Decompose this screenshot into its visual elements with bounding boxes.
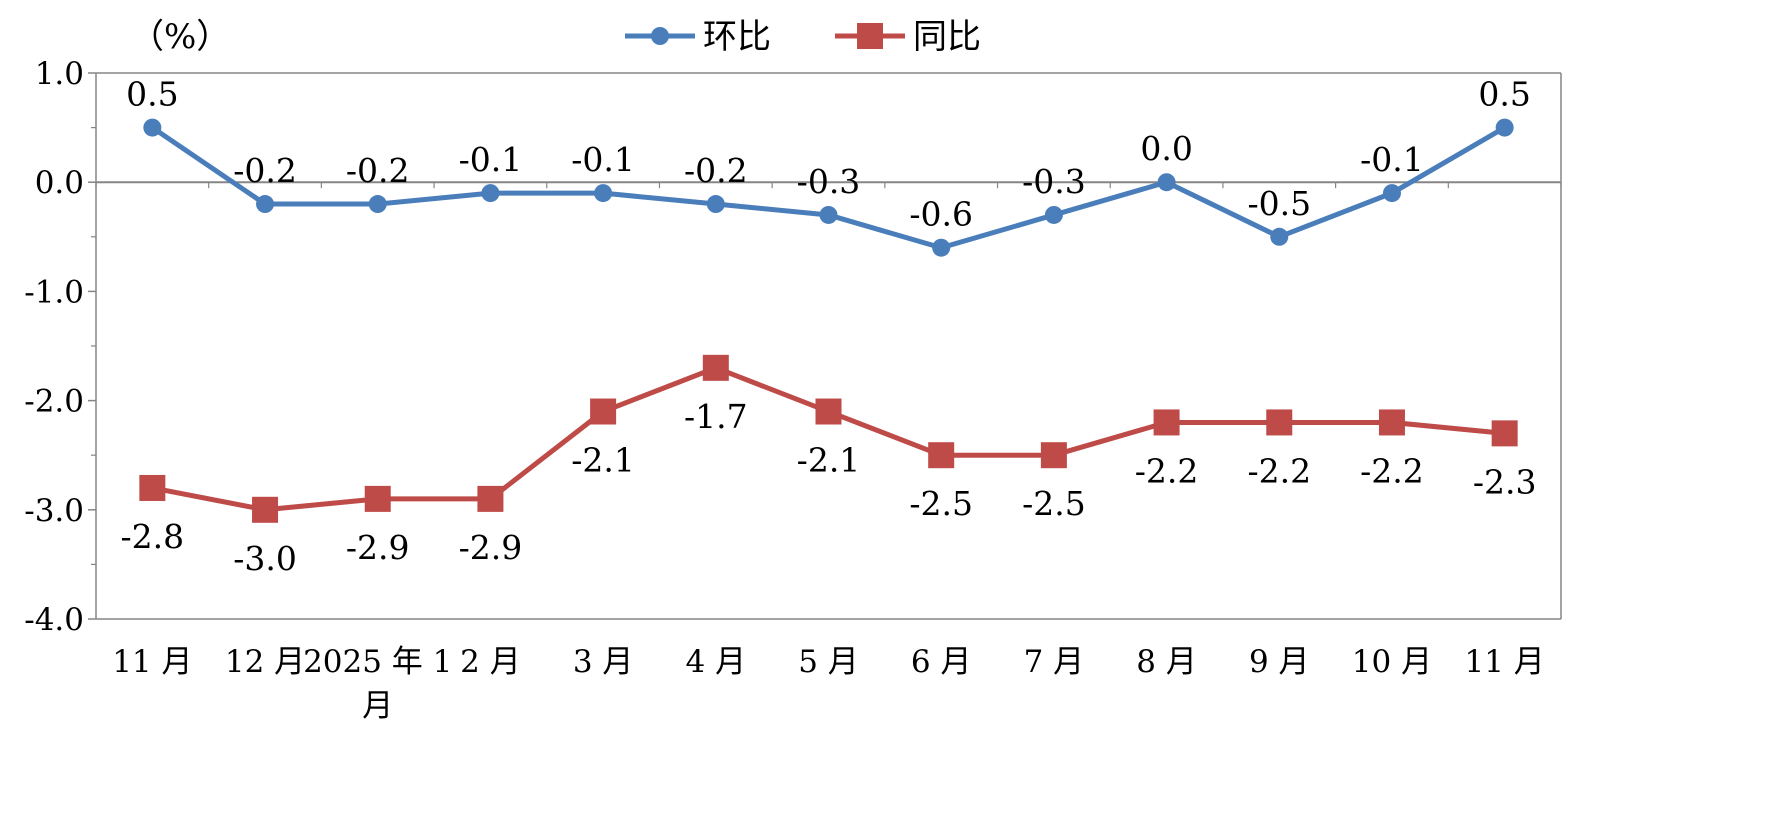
data-label: -1.7 bbox=[684, 397, 748, 436]
x-tick-label: 5 月 bbox=[798, 644, 859, 680]
data-point bbox=[815, 398, 842, 425]
data-label: -2.1 bbox=[571, 441, 635, 480]
series-layer bbox=[139, 118, 1518, 523]
data-point bbox=[252, 496, 279, 523]
data-label: -0.2 bbox=[346, 151, 410, 190]
data-label: -0.3 bbox=[1022, 162, 1086, 201]
data-label: -3.0 bbox=[233, 539, 297, 578]
x-tick-label: 2 月 bbox=[460, 644, 521, 680]
x-tick-label: 11 月 bbox=[1464, 644, 1544, 680]
data-label: -0.6 bbox=[909, 195, 973, 234]
data-label: -0.1 bbox=[459, 140, 523, 179]
data-point bbox=[1040, 442, 1067, 469]
data-point bbox=[477, 485, 504, 512]
data-point bbox=[928, 442, 955, 469]
data-point bbox=[594, 184, 613, 203]
data-label: -0.1 bbox=[1360, 140, 1424, 179]
x-tick-label: 10 月 bbox=[1352, 644, 1432, 680]
data-point bbox=[706, 195, 725, 214]
data-point bbox=[1044, 205, 1063, 224]
data-label: -2.3 bbox=[1473, 462, 1537, 501]
data-label: -2.2 bbox=[1360, 451, 1424, 490]
data-label: -2.1 bbox=[797, 441, 861, 480]
data-label: -2.9 bbox=[346, 528, 410, 567]
y-tick-label: -2.0 bbox=[24, 384, 84, 420]
y-tick-label: -4.0 bbox=[24, 602, 84, 638]
data-label: 0.5 bbox=[126, 75, 178, 114]
data-label: 0.0 bbox=[1140, 129, 1192, 168]
data-point bbox=[1157, 173, 1176, 192]
data-point bbox=[1495, 118, 1514, 137]
data-label: -0.3 bbox=[797, 162, 861, 201]
data-point bbox=[256, 195, 275, 214]
data-point bbox=[1382, 184, 1401, 203]
x-tick-label: 4 月 bbox=[686, 644, 747, 680]
data-label: -2.2 bbox=[1135, 451, 1199, 490]
y-unit-label: （%） bbox=[130, 17, 230, 57]
data-label: -2.5 bbox=[1022, 484, 1086, 523]
data-point bbox=[1270, 227, 1289, 246]
y-tick-label: -3.0 bbox=[24, 493, 84, 529]
data-label: -2.2 bbox=[1247, 451, 1311, 490]
data-point bbox=[364, 485, 391, 512]
data-point bbox=[1491, 420, 1518, 447]
data-label: 0.5 bbox=[1478, 75, 1530, 114]
data-point bbox=[590, 398, 617, 425]
x-tick-label: 3 月 bbox=[573, 644, 634, 680]
data-point bbox=[1378, 409, 1405, 436]
x-tick-label: 8 月 bbox=[1136, 644, 1197, 680]
x-tick-label: 12 月 bbox=[225, 644, 305, 680]
x-tick-label: 11 月 bbox=[112, 644, 192, 680]
data-labels: 0.5 -0.2 -0.2 -0.1 -0.1 -0.2 -0.3 -0.6 -0.3 0.0 -0… bbox=[121, 75, 1537, 578]
data-point bbox=[368, 195, 387, 214]
data-point bbox=[932, 238, 951, 257]
data-point bbox=[143, 118, 162, 137]
data-label: -0.2 bbox=[233, 151, 297, 190]
data-point bbox=[481, 184, 500, 203]
data-label: -2.9 bbox=[459, 528, 523, 567]
x-tick-label: 7 月 bbox=[1024, 644, 1085, 680]
legend-label: 同比 bbox=[913, 17, 981, 57]
data-label: -2.8 bbox=[121, 517, 185, 556]
legend-marker bbox=[857, 23, 883, 49]
legend-label: 环比 bbox=[703, 17, 771, 57]
data-label: -0.2 bbox=[684, 151, 748, 190]
x-tick-label: 6 月 bbox=[911, 644, 972, 680]
x-tick-label: 9 月 bbox=[1249, 644, 1310, 680]
data-label: -0.5 bbox=[1247, 184, 1311, 223]
data-point bbox=[1266, 409, 1293, 436]
y-tick-label: 0.0 bbox=[35, 165, 84, 201]
y-tick-label: 1.0 bbox=[35, 56, 84, 92]
data-label: -0.1 bbox=[571, 140, 635, 179]
legend-marker bbox=[651, 27, 669, 45]
data-label: -2.5 bbox=[909, 484, 973, 523]
y-tick-label: -1.0 bbox=[24, 274, 84, 310]
data-point bbox=[1153, 409, 1180, 436]
data-point bbox=[819, 205, 838, 224]
data-point bbox=[702, 354, 729, 381]
data-point bbox=[139, 474, 166, 501]
legend: 环比 同比 bbox=[625, 17, 981, 57]
